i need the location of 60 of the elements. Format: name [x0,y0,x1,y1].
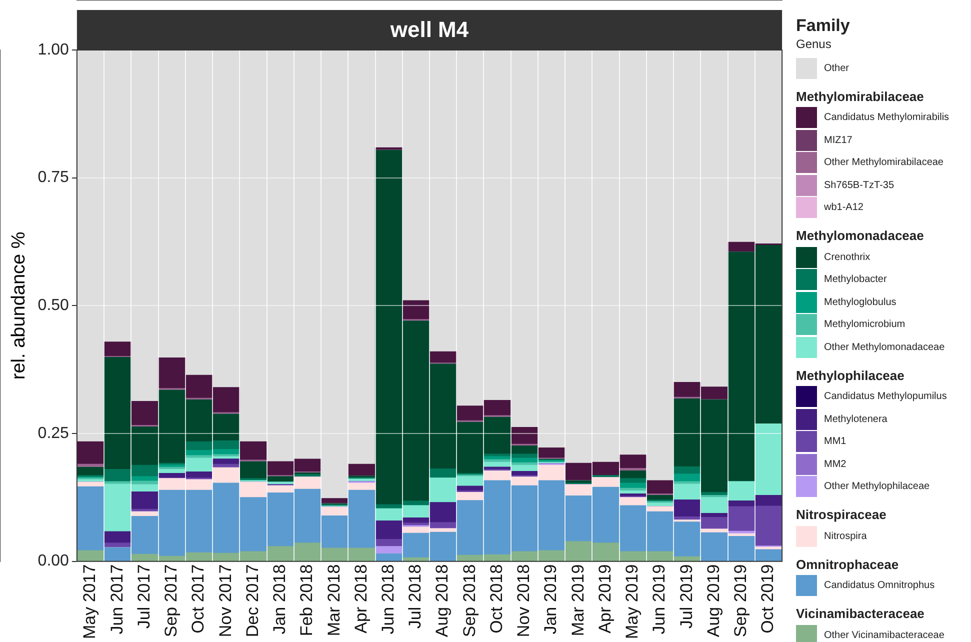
chart-title: well M4 [389,17,470,42]
x-tick-label: Oct 2019 [758,564,778,634]
x-tick-label: Sep 2019 [731,564,750,638]
legend-label: wb1-A12 [824,202,864,214]
legend-label: Methylobacter [824,274,887,286]
x-tick-label: Sep 2017 [162,564,181,638]
legend-label: Sh765B-TzT-35 [824,180,894,191]
x-tick-label: Oct 2017 [188,564,208,634]
text: Omnitrophaceae [796,556,900,572]
x-tick-label: Aug 2019 [704,564,723,638]
legend-label: MM2 [824,458,846,470]
x-tick-label: Jan 2018 [270,564,290,634]
y-tick-label: 0.00 [38,552,70,570]
text: Nitrospiraceae [796,507,888,522]
y-tick-label: 0.25 [38,424,70,442]
legend-label: Other Vicinamibacteraceae [824,630,944,641]
text: Methylophilaceae [796,368,906,382]
x-tick-label: Jun 2017 [107,564,126,634]
x-tick-label: Feb 2018 [297,564,316,636]
legend-label: Nitrospira [824,530,867,542]
x-tick-label: Sep 2018 [460,564,479,638]
x-tick-label: Nov 2018 [514,564,534,638]
legend-label: Candidatus Methylomirabilis [824,112,950,124]
y-axis-title: rel. abundance % [8,232,30,380]
x-tick-label: Dec 2017 [242,564,262,638]
x-tick-label: Nov 2017 [216,564,235,638]
x-tick-label: Jul 2017 [134,564,154,629]
y-tick-label: 1.00 [38,41,70,58]
x-tick-label: May 2019 [622,564,642,640]
text: Vicinamibacteraceae [796,606,926,621]
text: Methylomonadaceae [796,228,925,243]
legend-label: Crenothrix [824,252,870,263]
x-tick-label: Aug 2018 [432,564,452,638]
x-tick-label: Oct 2018 [486,564,506,634]
legend-label: Candidatus Methylopumilus [824,391,947,402]
text: Methylomirabilaceae [796,88,925,104]
y-tick-label: 0.50 [38,297,70,314]
x-tick-label: Apr 2018 [351,564,370,634]
legend-label: MM1 [824,436,846,448]
y-tick-label: 0.75 [38,169,70,186]
x-tick-label: Mar 2019 [568,564,588,636]
legend-label: Methyloglobulus [824,296,896,308]
x-tick-label: Jul 2018 [406,564,425,629]
x-tick-label: Apr 2019 [595,564,614,634]
x-tick-label: Jul 2019 [676,564,696,629]
legend-label: Other Methylomonadaceae [824,342,945,353]
legend-label: Candidatus Omnitrophus [824,580,935,592]
legend-label: Methylotenera [824,414,888,425]
legend-label: Other Methylophilaceae [824,481,930,492]
x-tick-label: Jun 2018 [378,564,398,634]
text: Genus [796,37,832,51]
x-tick-label: Jun 2019 [650,564,669,634]
x-tick-label: Jan 2019 [541,564,560,634]
legend-label: MIZ17 [824,134,852,146]
legend-title: Family [796,16,851,36]
legend-label: Other Methylomirabilaceae [824,157,944,168]
x-tick-label: May 2017 [80,564,100,640]
x-tick-label: Mar 2018 [324,564,344,636]
legend-label: Other [824,62,850,74]
legend-label: Methylomicrobium [824,319,906,330]
